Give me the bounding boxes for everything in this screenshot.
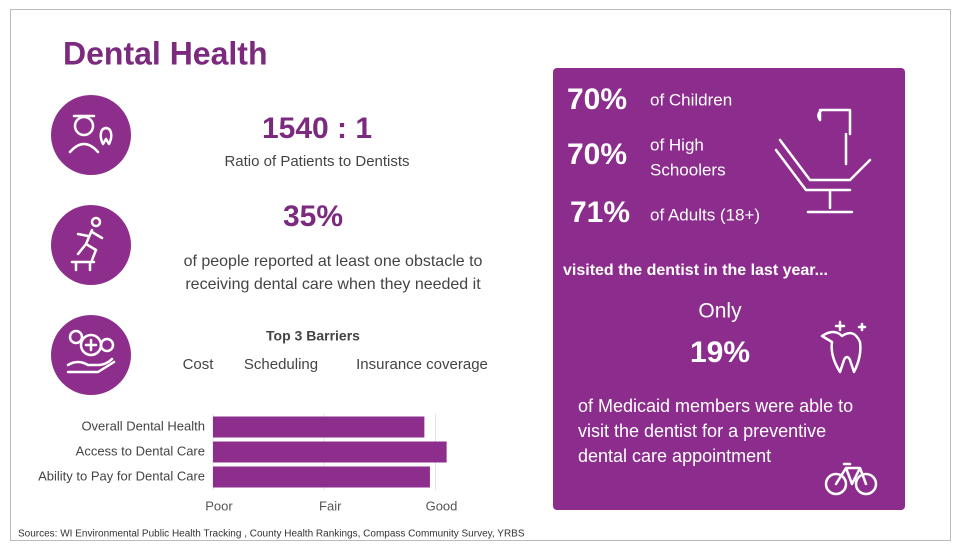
barriers-title: Top 3 Barriers: [266, 328, 360, 344]
bike-icon: [824, 462, 878, 496]
visit-value: 70%: [567, 138, 627, 171]
coins-glyph: [66, 329, 116, 374]
barrier: Cost: [183, 356, 215, 373]
x-tick-label: Fair: [319, 498, 342, 513]
medicaid-value: 19%: [690, 336, 750, 369]
x-tick-label: Poor: [205, 498, 233, 513]
visit-label: of High: [650, 135, 704, 154]
ratio-label: Ratio of Patients to Dentists: [224, 153, 409, 170]
only-text: Only: [698, 300, 742, 323]
y-tick-label: Overall Dental Health: [81, 418, 205, 433]
barrier: Scheduling: [244, 356, 318, 373]
sources: Sources: WI Environmental Public Health …: [18, 529, 525, 540]
bar: [213, 416, 425, 438]
medicaid-line: dental care appointment: [578, 446, 771, 466]
title: Dental Health: [63, 35, 267, 71]
bar: [213, 466, 430, 488]
visit-value: 71%: [570, 196, 630, 229]
obstacle-line: of people reported at least one obstacle…: [184, 253, 483, 270]
tooth-icon: [820, 320, 867, 374]
dentist-glyph: [68, 114, 113, 154]
visit-label: of Adults (18+): [650, 205, 760, 224]
obstacle-value: 35%: [283, 200, 343, 233]
y-tick-label: Access to Dental Care: [76, 443, 205, 458]
visit-value: 70%: [567, 83, 627, 116]
dentist-icon: [51, 95, 131, 175]
visit-label: Schoolers: [650, 160, 726, 179]
medicaid-line: visit the dentist for a preventive: [578, 421, 826, 441]
ratio-value: 1540 : 1: [262, 112, 372, 145]
chair-icon: [774, 108, 872, 214]
obstacle-line: receiving dental care when they needed i…: [185, 276, 481, 293]
obstacle-icon: [51, 205, 131, 285]
x-tick-label: Good: [426, 498, 458, 513]
visit-label: of Children: [650, 90, 732, 109]
medicaid-line: of Medicaid members were able to: [578, 396, 853, 416]
y-tick-label: Ability to Pay for Dental Care: [38, 468, 205, 483]
visited-text: visited the dentist in the last year...: [563, 262, 828, 279]
panel: [553, 68, 905, 510]
runner-glyph: [70, 216, 104, 272]
bar: [213, 441, 447, 463]
barrier: Insurance coverage: [356, 356, 488, 373]
bar-chart: Poor Fair Good Overall Dental Health Access …: [38, 414, 457, 513]
